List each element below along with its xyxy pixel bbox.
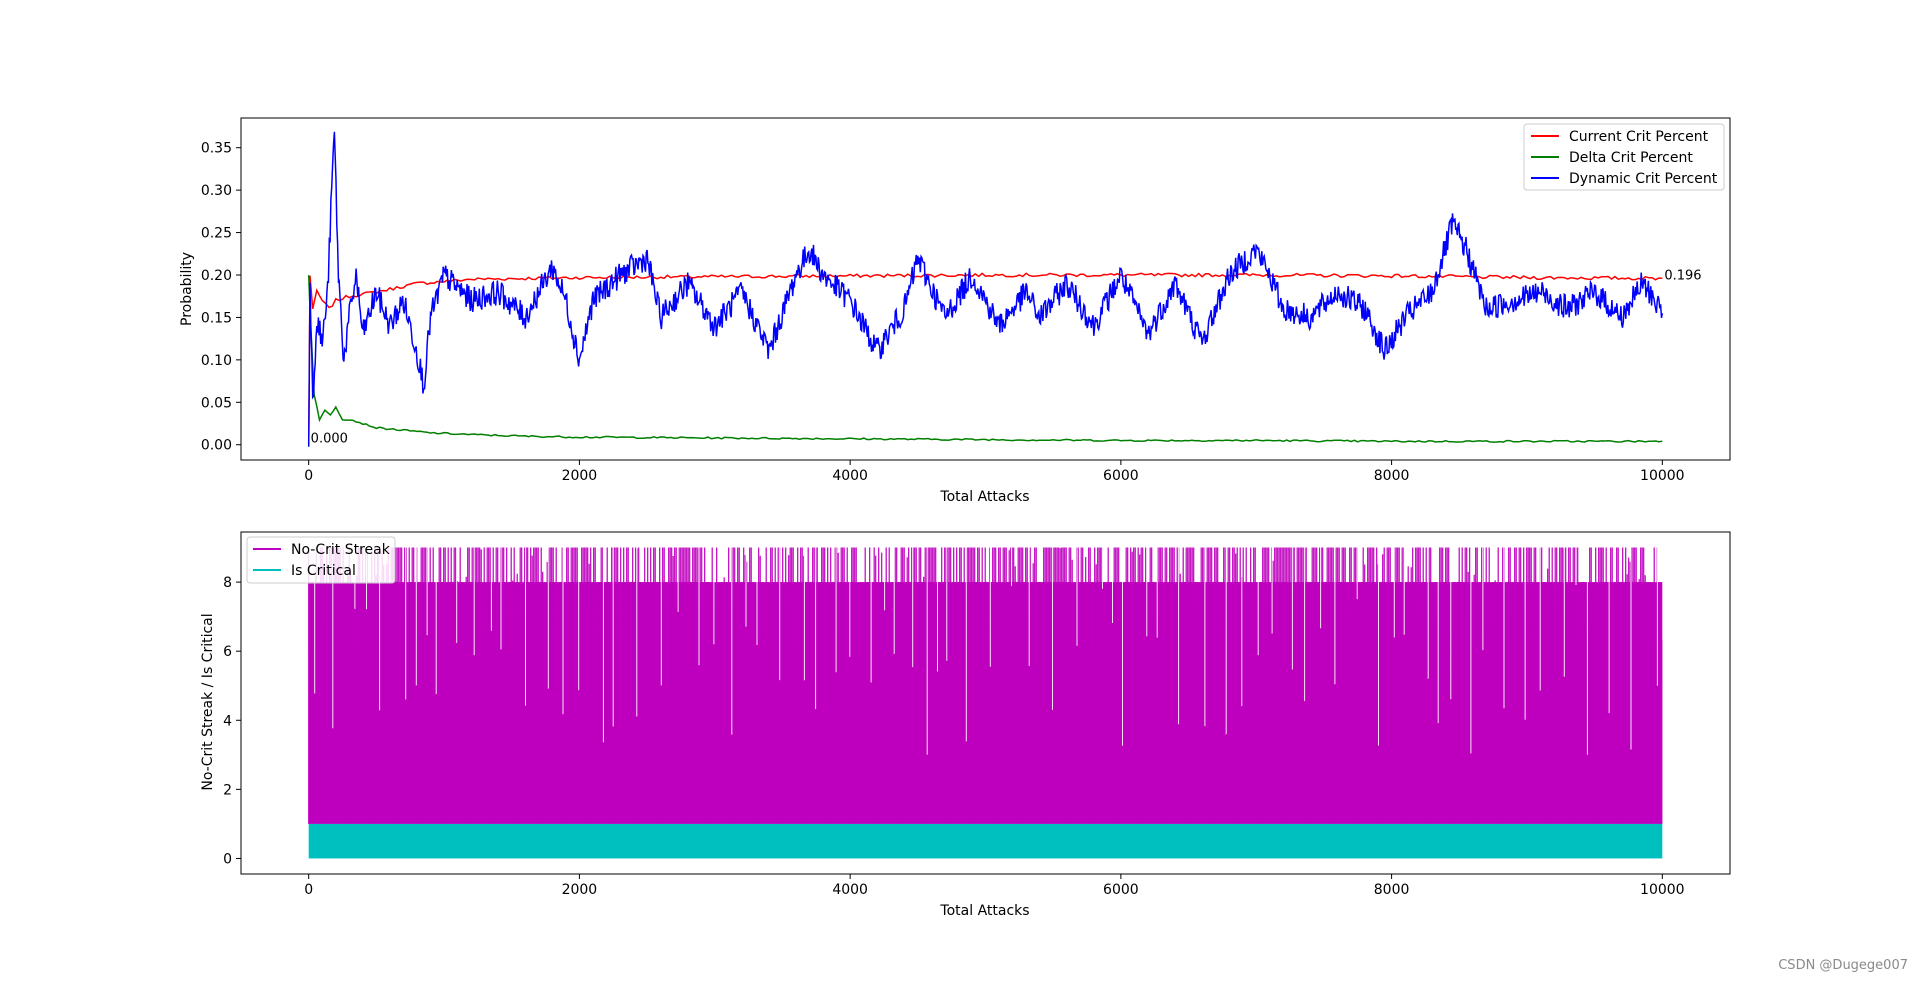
streak-x-tick-label: 0 (304, 882, 313, 898)
streak-y-ticks: 0 2 4 6 8 (223, 575, 241, 867)
streak-legend: No-Crit Streak Is Critical (246, 536, 396, 584)
delta-crit-line (307, 275, 1663, 443)
probability-legend-box (1523, 123, 1725, 191)
probability-y-tick-label: 0.05 (201, 395, 232, 411)
no-crit-streak-line (308, 547, 1663, 824)
streak-y-tick-label: 2 (223, 782, 232, 798)
is-critical-band (308, 823, 1663, 859)
probability-x-axis-label: Total Attacks (939, 489, 1029, 505)
no-crit-streak-gaps (314, 547, 1658, 755)
probability-x-tick-label: 2000 (562, 468, 598, 484)
probability-y-tick-label: 0.10 (201, 353, 232, 369)
streak-legend-box (246, 536, 396, 584)
watermark: CSDN @Dugege007 (1778, 958, 1908, 973)
legend-label-current-crit: Current Crit Percent (1569, 129, 1709, 145)
streak-y-axis-label: No-Crit Streak / Is Critical (200, 613, 216, 790)
probability-axes-frame (240, 117, 1731, 461)
streak-x-axis-label: Total Attacks (939, 903, 1029, 919)
probability-x-ticks: 0 2000 4000 6000 8000 10000 (304, 460, 1685, 484)
legend-label-delta-crit: Delta Crit Percent (1569, 150, 1693, 166)
streak-y-tick-label: 4 (223, 713, 232, 729)
probability-legend: Current Crit Percent Delta Crit Percent … (1523, 123, 1725, 191)
dynamic-crit-line (307, 131, 1664, 447)
streak-series-group (308, 547, 1663, 859)
streak-y-tick-label: 8 (223, 575, 232, 591)
streak-subplot: 0 2000 4000 6000 8000 10000 0 2 4 6 8 Total Attac… (200, 531, 1731, 919)
probability-y-axis-label: Probability (179, 252, 195, 326)
legend-label-dynamic-crit: Dynamic Crit Percent (1569, 171, 1718, 187)
streak-y-tick-label: 6 (223, 644, 232, 660)
streak-x-tick-label: 10000 (1640, 882, 1685, 898)
streak-x-tick-label: 6000 (1103, 882, 1139, 898)
probability-x-tick-label: 4000 (832, 468, 868, 484)
streak-x-tick-label: 2000 (562, 882, 598, 898)
annotation-last-value: 0.196 (1664, 268, 1701, 283)
probability-y-tick-label: 0.35 (201, 141, 232, 157)
probability-subplot: 0.000 0.196 0 2000 4000 6000 8000 10000 0.000… (179, 117, 1731, 505)
streak-axes-frame (240, 531, 1731, 875)
probability-y-tick-label: 0.25 (201, 226, 232, 242)
probability-x-tick-label: 10000 (1640, 468, 1685, 484)
probability-y-tick-label: 0.20 (201, 268, 232, 284)
streak-x-tick-label: 4000 (832, 882, 868, 898)
probability-x-tick-label: 6000 (1103, 468, 1139, 484)
probability-series-group (307, 131, 1664, 447)
probability-y-tick-label: 0.15 (201, 310, 232, 326)
probability-y-tick-label: 0.30 (201, 183, 232, 199)
legend-label-no-crit-streak: No-Crit Streak (291, 542, 391, 558)
probability-annotations: 0.000 0.196 (311, 268, 1702, 446)
streak-y-tick-label: 0 (223, 851, 232, 867)
annotation-first-value: 0.000 (311, 432, 348, 447)
probability-y-tick-label: 0.00 (201, 438, 232, 454)
streak-x-tick-label: 8000 (1374, 882, 1410, 898)
probability-y-ticks: 0.00 0.05 0.10 0.15 0.20 0.25 0.30 0.35 (201, 141, 241, 454)
streak-x-ticks: 0 2000 4000 6000 8000 10000 (304, 874, 1685, 898)
legend-label-is-critical: Is Critical (291, 563, 356, 579)
probability-x-tick-label: 8000 (1374, 468, 1410, 484)
probability-x-tick-label: 0 (304, 468, 313, 484)
